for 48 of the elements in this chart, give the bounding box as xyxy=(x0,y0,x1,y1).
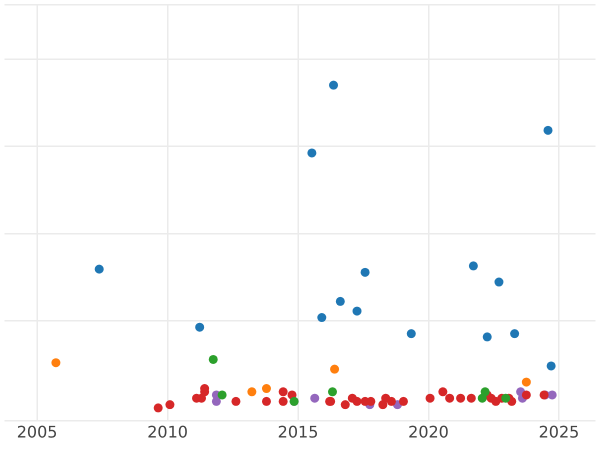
point xyxy=(165,400,174,410)
point xyxy=(478,394,487,403)
point xyxy=(218,390,227,400)
point xyxy=(310,394,320,403)
point xyxy=(340,400,350,410)
point xyxy=(336,296,345,306)
point xyxy=(247,387,256,396)
x-tick-label: 2025 xyxy=(538,422,580,442)
point xyxy=(406,329,416,338)
point xyxy=(426,394,435,403)
point xyxy=(278,396,288,406)
point xyxy=(494,278,504,287)
point xyxy=(328,387,337,396)
point xyxy=(398,396,408,406)
point xyxy=(231,396,240,406)
point xyxy=(438,387,448,396)
point xyxy=(456,394,466,403)
point xyxy=(445,394,454,403)
point xyxy=(154,403,163,412)
point xyxy=(544,126,553,135)
point xyxy=(262,396,271,406)
point xyxy=(546,361,556,370)
point xyxy=(195,322,204,332)
point xyxy=(329,80,338,90)
point xyxy=(94,264,104,274)
point xyxy=(317,313,326,322)
point xyxy=(262,384,271,394)
point xyxy=(510,329,520,338)
point xyxy=(468,261,478,270)
point xyxy=(466,394,476,403)
point xyxy=(278,387,288,396)
point xyxy=(352,306,362,316)
x-tick-label: 2010 xyxy=(147,422,188,442)
point xyxy=(548,390,557,400)
point xyxy=(522,378,531,387)
point xyxy=(208,354,218,364)
point xyxy=(522,390,531,400)
x-tick-label: 2015 xyxy=(278,422,318,442)
point xyxy=(330,364,340,374)
point xyxy=(386,396,396,406)
x-tick-label: 2005 xyxy=(16,422,58,442)
point xyxy=(482,332,492,342)
point xyxy=(360,268,370,277)
point xyxy=(501,394,510,403)
x-tick-label: 2020 xyxy=(408,422,449,442)
point xyxy=(352,396,362,406)
point xyxy=(51,358,60,368)
point xyxy=(307,148,316,158)
